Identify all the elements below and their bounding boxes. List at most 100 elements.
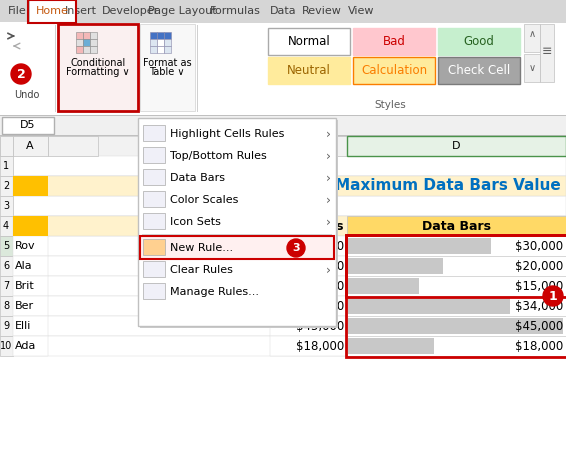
Bar [157, 39, 164, 46]
Bar [438, 57, 520, 84]
Bar [150, 46, 157, 53]
Bar [150, 39, 157, 46]
Bar [13, 276, 566, 296]
Bar [143, 239, 165, 255]
Bar [0, 0, 566, 22]
Bar [270, 236, 347, 256]
Text: $30,000: $30,000 [515, 239, 563, 253]
Bar [540, 24, 554, 82]
Text: Review: Review [302, 6, 342, 16]
Text: ≡: ≡ [542, 46, 552, 58]
Text: Ada: Ada [15, 341, 36, 351]
Text: 8: 8 [3, 301, 9, 311]
Text: Table ∨: Table ∨ [149, 67, 185, 77]
Bar [13, 176, 566, 196]
Bar [143, 283, 165, 299]
Bar [438, 28, 520, 55]
Text: Brit: Brit [15, 281, 35, 291]
Text: Data Bars: Data Bars [422, 219, 491, 233]
Bar [90, 46, 97, 53]
Bar [143, 169, 165, 185]
Bar [13, 176, 566, 196]
Text: 1: 1 [3, 161, 9, 171]
Text: Highlight Cells Rules: Highlight Cells Rules [170, 129, 284, 139]
Bar [270, 136, 347, 156]
Bar [76, 39, 83, 46]
Bar [0, 156, 13, 176]
Text: Formulas: Formulas [210, 6, 261, 16]
Bar [353, 28, 435, 55]
Text: Sales: Sales [307, 219, 344, 233]
Bar [164, 46, 171, 53]
Text: Color Scales: Color Scales [170, 195, 238, 205]
Text: $20,000: $20,000 [514, 260, 563, 272]
Bar [157, 32, 164, 39]
Bar [143, 191, 165, 207]
Text: $45,000: $45,000 [514, 319, 563, 333]
Bar [55, 25, 56, 112]
Text: ›: › [325, 128, 331, 140]
Text: 7: 7 [3, 281, 9, 291]
Bar [347, 136, 566, 156]
Bar [347, 336, 566, 356]
Bar [140, 236, 334, 259]
Bar [76, 32, 83, 39]
Bar [270, 316, 347, 336]
Text: Normal: Normal [288, 35, 331, 48]
Bar [140, 24, 195, 111]
Bar [347, 316, 566, 336]
Text: C: C [305, 141, 312, 151]
Bar [143, 213, 165, 229]
Bar [13, 196, 566, 216]
Text: $18,000: $18,000 [514, 340, 563, 352]
Bar [268, 57, 350, 84]
Text: Elli: Elli [15, 321, 31, 331]
Bar [0, 22, 55, 115]
Bar [348, 278, 419, 294]
Text: 3: 3 [292, 243, 300, 253]
Bar [347, 236, 566, 256]
Text: Conditional: Conditional [70, 58, 126, 68]
Bar [0, 296, 13, 316]
Text: ›: › [325, 193, 331, 207]
Bar [347, 276, 566, 296]
Bar [346, 235, 566, 297]
Text: $45,000: $45,000 [296, 319, 344, 333]
Bar [13, 216, 566, 236]
Text: Data Bars: Data Bars [170, 173, 225, 183]
Text: 6: 6 [3, 261, 9, 271]
Text: View: View [348, 6, 375, 16]
Bar [353, 57, 435, 84]
Text: Ber: Ber [15, 301, 34, 311]
Bar [0, 256, 13, 276]
Text: 10: 10 [0, 341, 12, 351]
Bar [348, 318, 563, 334]
Text: ›: › [325, 171, 331, 185]
Text: ∨: ∨ [529, 63, 535, 73]
Bar [142, 234, 332, 235]
Text: A: A [26, 141, 34, 151]
Text: D: D [452, 141, 461, 151]
Text: ›: › [325, 149, 331, 163]
Bar [347, 216, 566, 236]
Bar [29, 0, 75, 22]
Text: Data: Data [270, 6, 297, 16]
Bar [270, 256, 347, 276]
Bar [13, 176, 48, 196]
Text: Icon Sets: Icon Sets [170, 217, 221, 227]
Bar [348, 258, 443, 274]
Bar [13, 256, 48, 276]
Text: 1: 1 [548, 289, 558, 303]
Text: ›: › [325, 216, 331, 228]
Bar [270, 276, 347, 296]
Bar [0, 216, 13, 236]
Bar [13, 296, 48, 316]
Text: Ala: Ala [15, 261, 33, 271]
Bar [48, 136, 98, 156]
Bar [0, 196, 13, 216]
Text: 4: 4 [3, 221, 9, 231]
Text: $15,000: $15,000 [296, 280, 344, 292]
Bar [0, 336, 13, 356]
Text: Calculation: Calculation [361, 64, 427, 77]
Bar [83, 39, 90, 46]
